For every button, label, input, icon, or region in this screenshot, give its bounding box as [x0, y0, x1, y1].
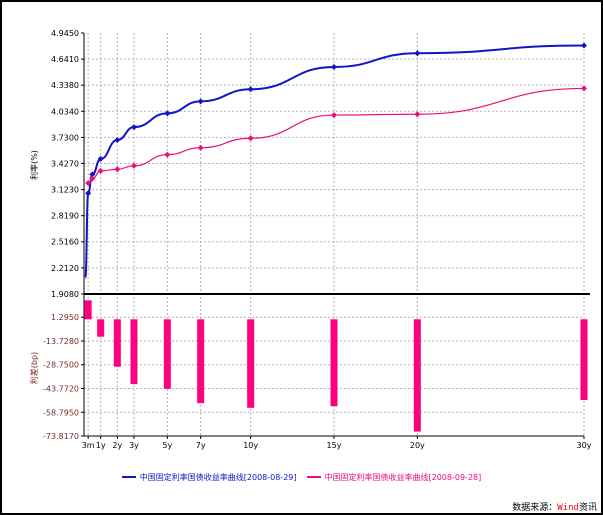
- series-2-marker: [197, 144, 204, 151]
- series-2-marker: [414, 111, 421, 118]
- series-1-marker: [414, 50, 421, 57]
- lower-y-tick-label: -13.7280: [43, 337, 79, 346]
- lower-y-axis-label: 利差(bp): [29, 352, 39, 384]
- series-1-line: [84, 44, 585, 279]
- x-tick-label: 3m: [82, 441, 95, 450]
- series-1-marker: [247, 86, 254, 93]
- upper-y-tick-label: 2.2120: [51, 264, 79, 273]
- series-2-marker: [581, 85, 587, 92]
- yield-curve-chart: 4.9450 4.6410 4.3380 4.0340 3.7300 3.4270 3.12…: [29, 29, 592, 450]
- series-2-marker: [97, 167, 104, 174]
- legend-label-series-1: 中国固定利率国债收益率曲线[2008-08-29]: [139, 472, 297, 482]
- spread-bar: [580, 319, 588, 400]
- series-2-marker: [131, 162, 137, 169]
- spread-bar: [247, 319, 255, 408]
- legend-swatch-pink: [306, 476, 321, 478]
- spread-bar: [130, 319, 138, 385]
- series-2-marker: [164, 151, 171, 158]
- x-tick-label: 15y: [327, 441, 342, 450]
- upper-y-tick-label: 4.3380: [51, 81, 79, 90]
- series-2-marker: [331, 112, 337, 119]
- spread-bar: [97, 319, 105, 337]
- x-tick-label: 30y: [577, 441, 592, 450]
- series-1-marker: [331, 63, 337, 70]
- lower-y-tick-label: -43.7720: [43, 384, 79, 393]
- upper-y-tick-label: 4.0340: [51, 107, 79, 116]
- source-suffix: 资讯: [578, 503, 597, 513]
- spread-bar: [330, 319, 338, 407]
- legend-label-series-2: 中国固定利率国债收益率曲线[2008-09-28]: [324, 472, 482, 482]
- upper-y-tick-label: 2.5160: [51, 238, 79, 247]
- lower-y-tick-label: -73.8170: [43, 432, 79, 441]
- data-source-note: 数据来源：Wind资讯: [512, 500, 597, 513]
- spread-bar: [413, 319, 421, 432]
- series-1-marker: [97, 155, 104, 162]
- upper-y-tick-label: 4.9450: [51, 29, 79, 38]
- legend-item-series-1: 中国固定利率国债收益率曲线[2008-08-29]: [121, 472, 297, 483]
- source-brand: Wind: [557, 503, 579, 513]
- upper-y-tick-label: 3.7300: [51, 133, 79, 142]
- series-2-marker: [247, 135, 254, 142]
- legend: 中国固定利率国债收益率曲线[2008-08-29] 中国固定利率国债收益率曲线[…: [0, 470, 603, 484]
- x-tick-label: 5y: [162, 441, 172, 450]
- x-tick-label: 20y: [410, 441, 425, 450]
- legend-swatch-blue: [121, 476, 136, 478]
- upper-y-tick-label: 3.1230: [51, 186, 79, 195]
- series-1-marker: [114, 136, 121, 143]
- series-2-marker: [114, 166, 121, 173]
- series-1-marker: [131, 124, 137, 131]
- x-tick-label: 7y: [196, 441, 206, 450]
- series-1-marker: [581, 42, 587, 49]
- spread-bar: [113, 319, 121, 367]
- spread-bar: [197, 319, 205, 404]
- upper-y-axis-label: 利率(%): [29, 150, 39, 180]
- legend-item-series-2: 中国固定利率国债收益率曲线[2008-09-28]: [306, 472, 482, 483]
- upper-y-tick-label: 1.9080: [51, 290, 79, 299]
- series-2-marker: [89, 175, 96, 182]
- upper-y-tick-label: 2.8190: [51, 212, 79, 221]
- upper-y-tick-label: 4.6410: [51, 55, 79, 64]
- upper-y-tick-label: 3.4270: [51, 159, 79, 168]
- series-1-marker: [197, 98, 204, 105]
- spread-bar: [163, 319, 171, 389]
- spread-bar: [84, 300, 92, 320]
- series-1-marker: [89, 171, 96, 178]
- x-tick-label: 2y: [112, 441, 122, 450]
- series-1-marker: [85, 190, 92, 197]
- source-prefix: 数据来源：: [512, 503, 558, 513]
- series-2-line: [88, 87, 585, 184]
- lower-y-tick-label: 1.2950: [51, 313, 79, 322]
- x-tick-label: 1y: [96, 441, 106, 450]
- series-1-marker: [164, 110, 171, 117]
- axes-layer: 4.9450 4.6410 4.3380 4.0340 3.7300 3.4270 3.12…: [43, 29, 592, 450]
- lower-y-tick-label: -28.7500: [43, 361, 79, 370]
- x-tick-label: 3y: [129, 441, 139, 450]
- lower-y-tick-label: -58.7950: [43, 408, 79, 417]
- x-tick-label: 10y: [243, 441, 258, 450]
- series-2-marker: [85, 179, 92, 186]
